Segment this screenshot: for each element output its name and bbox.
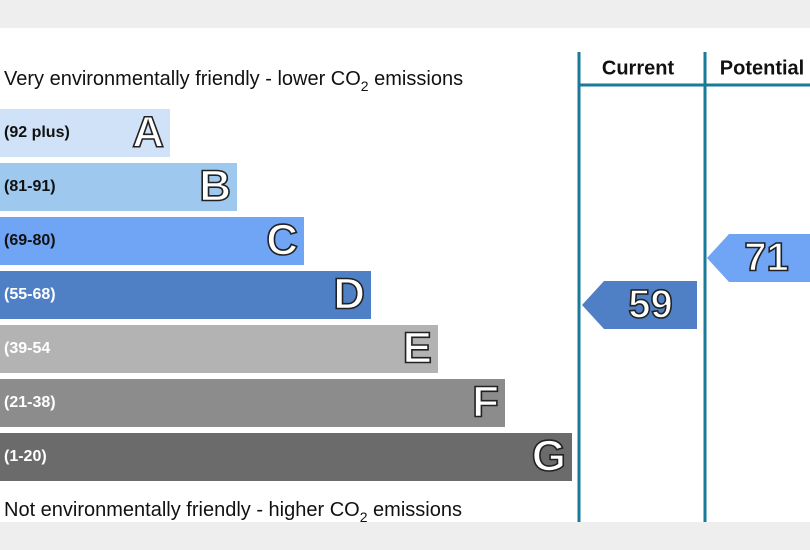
band-letter: B bbox=[199, 162, 231, 211]
band bbox=[0, 109, 170, 157]
band bbox=[0, 163, 237, 211]
bottom-label: Not environmentally friendly - higher CO… bbox=[4, 499, 462, 525]
column-header: Potential bbox=[720, 57, 804, 79]
band-range: (39-54 bbox=[4, 340, 50, 357]
rating-arrow bbox=[707, 233, 810, 282]
band bbox=[0, 217, 304, 265]
band-letter: E bbox=[403, 324, 432, 373]
band-range: (1-20) bbox=[4, 448, 47, 465]
rating-value: 59 bbox=[628, 283, 673, 327]
band-letter: D bbox=[333, 270, 365, 319]
band bbox=[0, 325, 438, 373]
band-range: (55-68) bbox=[4, 286, 56, 303]
band bbox=[0, 433, 572, 481]
rating-value: 71 bbox=[744, 236, 789, 280]
band-letter: G bbox=[532, 432, 566, 481]
band-range: (69-80) bbox=[4, 232, 56, 249]
band-letter: A bbox=[132, 108, 164, 157]
band-range: (81-91) bbox=[4, 178, 56, 195]
top-label: Very environmentally friendly - lower CO… bbox=[4, 68, 463, 94]
column-header: Current bbox=[602, 57, 675, 79]
rating-arrow bbox=[582, 281, 697, 329]
band-range: (92 plus) bbox=[4, 124, 70, 141]
band-letter: F bbox=[472, 378, 499, 427]
band bbox=[0, 271, 371, 319]
band-range: (21-38) bbox=[4, 394, 56, 411]
band bbox=[0, 379, 505, 427]
band-letter: C bbox=[266, 216, 298, 265]
